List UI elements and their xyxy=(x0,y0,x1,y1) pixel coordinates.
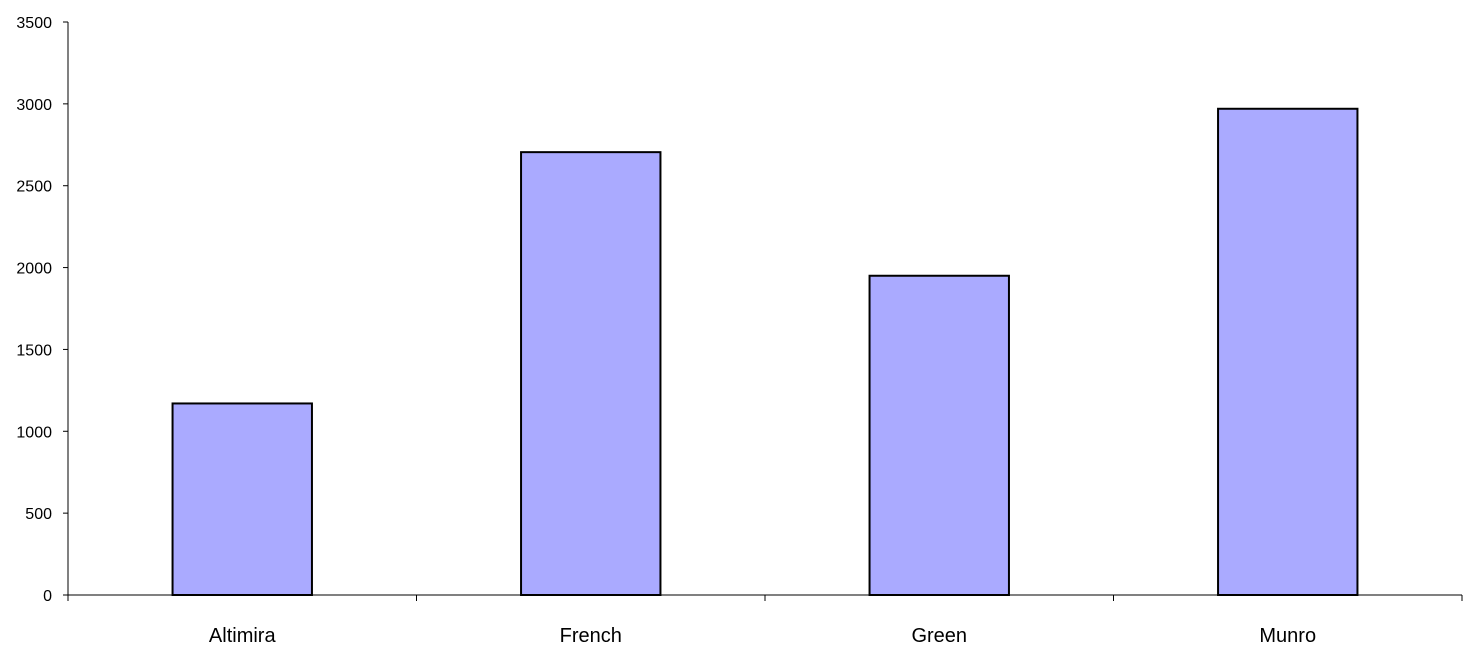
bar-altimira xyxy=(171,402,313,596)
y-tick-label: 0 xyxy=(43,588,52,605)
y-tick-label: 3500 xyxy=(16,15,52,32)
bar-french xyxy=(520,151,662,596)
x-category-label: Munro xyxy=(1259,625,1316,647)
y-tick-label: 2000 xyxy=(16,261,52,278)
bars xyxy=(171,107,1359,596)
y-tick-label: 1000 xyxy=(16,424,52,441)
y-tick-label: 3000 xyxy=(16,97,52,114)
y-axis: 0 500 1000 1500 2000 2500 3000 3500 xyxy=(16,15,69,605)
bar-munro xyxy=(1217,107,1359,596)
x-category-label: French xyxy=(560,625,622,647)
y-tick-label: 2500 xyxy=(16,179,52,196)
x-axis: Altimira French Green Munro xyxy=(67,594,1463,647)
x-category-label: Altimira xyxy=(209,625,277,647)
bar-green xyxy=(868,274,1010,596)
y-tick-label: 500 xyxy=(25,506,52,523)
y-tick-label: 1500 xyxy=(16,342,52,359)
x-category-label: Green xyxy=(911,625,967,647)
